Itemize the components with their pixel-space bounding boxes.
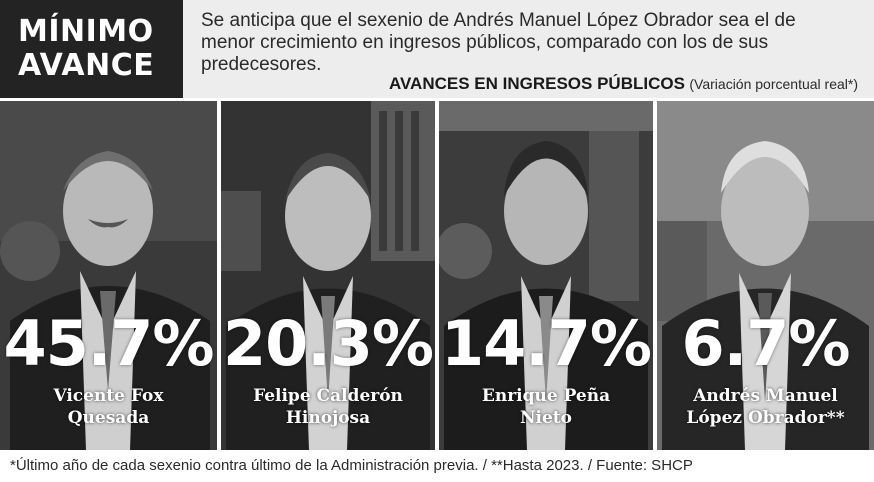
name-line-2: Nieto	[519, 408, 572, 428]
portrait-photo-icon	[439, 101, 653, 450]
panel-pena: 14.7% Enrique Peña Nieto	[439, 101, 653, 450]
portrait-photo-icon	[221, 101, 435, 450]
kicker-box: MÍNIMO AVANCE	[0, 0, 183, 98]
footnote: *Último año de cada sexenio contra últim…	[10, 457, 693, 474]
growth-percentage: 6.7%	[681, 307, 851, 380]
subtitle-note: (Variación porcentual real*)	[689, 76, 858, 92]
name-line-1: Enrique Peña	[481, 386, 611, 406]
kicker-line-2: AVANCE	[18, 48, 155, 83]
growth-percentage: 20.3%	[222, 307, 434, 380]
intro-text: Se anticipa que el sexenio de Andrés Man…	[201, 10, 796, 75]
portrait-photo-icon	[657, 101, 874, 450]
president-name: Felipe Calderón Hinojosa	[221, 385, 435, 429]
name-line-1: Felipe Calderón	[253, 386, 403, 406]
name-line-1: Andrés Manuel	[693, 386, 838, 406]
president-name: Enrique Peña Nieto	[439, 385, 653, 429]
name-line-2: Quesada	[67, 408, 150, 428]
kicker-line-1: MÍNIMO	[18, 14, 154, 49]
name-line-1: Vicente Fox	[53, 386, 164, 406]
panel-fox: 45.7% Vicente Fox Quesada	[0, 101, 217, 450]
panel-amlo: 6.7% Andrés Manuel López Obrador**	[657, 101, 874, 450]
header-text-box: Se anticipa que el sexenio de Andrés Man…	[183, 0, 874, 98]
portrait-photo-icon	[0, 101, 217, 450]
president-name: Vicente Fox Quesada	[0, 385, 217, 429]
chart-subtitle: AVANCES EN INGRESOS PÚBLICOS (Variación …	[389, 74, 858, 94]
subtitle-main: AVANCES EN INGRESOS PÚBLICOS	[388, 74, 685, 93]
panel-calderon: 20.3% Felipe Calderón Hinojosa	[221, 101, 435, 450]
growth-percentage: 14.7%	[440, 307, 652, 380]
name-line-2: López Obrador**	[686, 408, 845, 428]
name-line-2: Hinojosa	[285, 408, 371, 428]
growth-percentage: 45.7%	[3, 307, 214, 380]
president-name: Andrés Manuel López Obrador**	[657, 385, 874, 429]
president-panels: 45.7% Vicente Fox Quesada 20.3% Felipe C…	[0, 98, 874, 450]
